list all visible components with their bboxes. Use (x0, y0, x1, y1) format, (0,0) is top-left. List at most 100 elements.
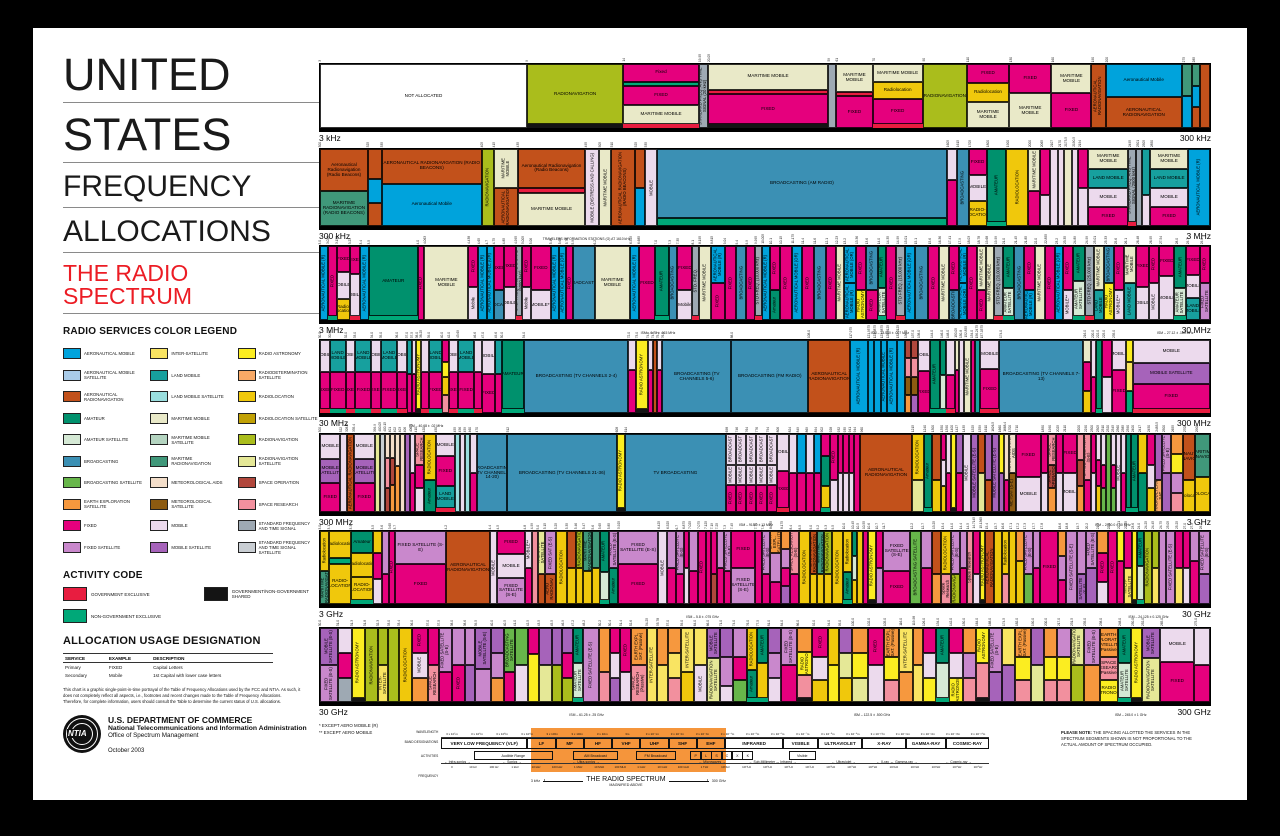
spectrum-band-box: X-RAY (862, 738, 907, 749)
allocation-block (1175, 531, 1183, 568)
allocation-column (994, 531, 1002, 604)
allocation-column (912, 628, 924, 702)
allocation-block (851, 555, 858, 580)
allocation-label: FIXED (1101, 213, 1115, 219)
allocation-label: AMATEUR SATELLITE (572, 669, 583, 692)
allocation-label: FIXED (817, 636, 823, 649)
frequency-tick: 4.99 (530, 522, 535, 529)
frequency-tick: 136.0 (904, 330, 909, 338)
legend-label: AERONAUTICAL MOBILE (84, 351, 135, 357)
allocation-block (959, 340, 965, 413)
allocation-block: AERONAUTICAL MOBILE (OR) (559, 246, 567, 320)
activity-bar (381, 409, 398, 413)
allocation-block: AERONAUTICAL RADIONAVIGATION (1105, 97, 1182, 128)
allocation-block: FIXED (731, 531, 756, 568)
frequency-tick: 406 (403, 426, 408, 432)
allocation-block: RADIO ASTRONOMY (1103, 283, 1114, 320)
frequency-tick: 8.175 (779, 521, 784, 529)
allocation-block: BROADCASTING (956, 149, 969, 226)
allocation-block (932, 574, 942, 604)
allocation-label: RADIODETERMINATION SAT. (1155, 480, 1163, 511)
allocation-block: AERONAUTICAL RADIONAVIGATION (493, 187, 518, 226)
allocation-block: STANDARD FREQ. AND TIME SIGNAL (20 kHz) (698, 64, 708, 128)
frequency-tick: 36.0 (410, 619, 415, 626)
allocation-column: FIXED SATELLITE (E-S) Amateur (608, 531, 618, 604)
allocation-label: MOBILE (768, 466, 774, 483)
allocation-block (562, 628, 573, 654)
allocation-block: MOBILE SATELLITE (S-E) (475, 628, 492, 669)
allocation-block (1064, 149, 1073, 226)
frequency-tick: 13.36 (855, 236, 860, 244)
allocation-block (551, 665, 563, 702)
frequency-tick: 168.0 (988, 618, 993, 626)
allocation-block (797, 434, 806, 473)
allocation-label: BROADCASTING (669, 266, 675, 300)
allocation-block: FIXED SATELLITE (S-E) (723, 531, 732, 571)
allocation-block: FIXED SATELLITE (S-E) (394, 531, 447, 565)
allocation-label: MOBILE** (505, 299, 515, 305)
legend-item: STANDARD FREQUENCY AND TIME SIGNAL SATEL… (237, 537, 319, 559)
allocation-block (733, 679, 747, 703)
legend-swatch (150, 412, 169, 424)
band-end-label: 30 GHz (1182, 609, 1211, 619)
allocation-column: FIXED (780, 246, 792, 320)
allocation-column (389, 434, 395, 512)
allocation-block: AERONAUTICAL MOBILE (OR) (844, 246, 856, 283)
allocation-block: LAND MOBILE (381, 340, 398, 372)
allocation-column: MARITIME MOBILE Radiolocation FIXED (872, 64, 923, 129)
allocation-column: RADIONAV SATELLITE (537, 531, 545, 604)
allocation-block: AMATEUR SATELLITE (1117, 663, 1132, 698)
allocation-block (946, 374, 955, 409)
allocation-column: INTER-SATELLITE (899, 628, 913, 702)
allocation-block (532, 531, 538, 604)
activity-bar (636, 409, 648, 413)
band-end-label: 300 GHz (1177, 707, 1211, 717)
band-end-label: 300 MHz (1176, 418, 1211, 428)
allocation-column: RADIO ASTRONOMY (796, 628, 813, 703)
frequency-tick: 3.5 (371, 524, 376, 529)
allocation-block (683, 567, 690, 604)
allocation-block: Aeronautical Mobile (381, 183, 482, 226)
allocation-column (720, 628, 734, 702)
allocation-label: FIXED (455, 677, 460, 690)
allocation-label: MOBILE** (336, 282, 351, 288)
frequency-tick: 941 (847, 426, 852, 432)
allocation-block (1100, 464, 1106, 489)
allocation-column: FIXED SATELLITE (E-S) (583, 628, 600, 702)
frequency-tick: 31.8 (362, 619, 367, 626)
allocation-block: BROADCASTING SATELLITE (910, 531, 922, 604)
allocation-column (733, 628, 747, 703)
allocation-label: FIXED SATELLITE (E-S) (587, 641, 593, 689)
frequency-tick: 86.0 (795, 619, 800, 626)
spectrum-band-box: COSMIC-RAY (945, 738, 989, 749)
frequency-tick: 928 (828, 426, 833, 432)
allocation-label: FIXED SATELLITE (E-S) (1199, 535, 1209, 571)
activity-bar (350, 316, 361, 320)
allocation-label: SPACE OPERATION (1047, 464, 1057, 488)
allocation-block (814, 473, 822, 512)
band-strip: NOT ALLOCATED RADIONAVIGATION Fixed FIXED MA… (319, 63, 1211, 132)
usage-cell: Mobile (108, 672, 123, 678)
allocation-label: FIXED SATELLITE (E-S) (608, 532, 618, 566)
allocation-block (1105, 434, 1111, 512)
frequency-tick: 15.01 (904, 236, 909, 244)
allocation-block: MARITIME MOBILE (517, 193, 586, 226)
allocation-block (635, 149, 646, 188)
ism-note: ISM – 24.125 ± 0.125 GHz (1128, 615, 1169, 619)
frequency-tick: 72.0 (627, 331, 632, 338)
frequency-tick: 27.54 (1159, 236, 1164, 244)
band-start-label: 3 GHz (319, 609, 344, 619)
allocation-label: FIXED SATELLITE (S-E) (884, 542, 909, 558)
allocation-block: MOBILE (354, 434, 375, 460)
frequency-tick: 1850 (1040, 424, 1045, 432)
allocation-label: BROADCASTING (TV CHANNELS 21-36) (518, 469, 606, 475)
wavelength-tick: 3 x 10⁻⁸m (820, 732, 835, 736)
title-radio-spectrum: THE RADIO SPECTRUM (63, 262, 319, 314)
legend-item: AERONAUTICAL MOBILE SATELLITE (63, 365, 144, 387)
allocation-column: MARITIME MOBILE LAND MOBILE (1123, 246, 1136, 320)
allocation-block (599, 628, 610, 672)
allocation-label: AERONAUTICAL MOBILE (R) (762, 254, 768, 312)
allocation-column (469, 434, 477, 512)
